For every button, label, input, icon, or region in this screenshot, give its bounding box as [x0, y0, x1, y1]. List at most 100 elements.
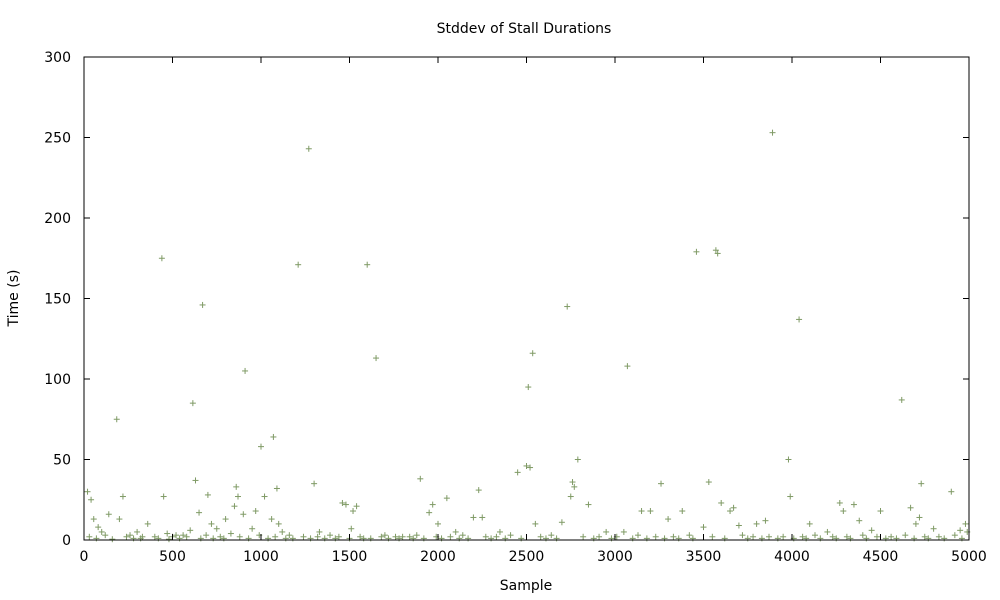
data-point — [580, 533, 587, 540]
data-point — [475, 487, 482, 494]
data-point — [314, 533, 321, 540]
data-point — [567, 493, 574, 500]
data-point — [357, 533, 364, 540]
data-point — [507, 532, 514, 539]
data-point — [951, 532, 958, 539]
data-point — [364, 261, 371, 268]
data-point — [353, 503, 360, 510]
data-point — [493, 533, 500, 540]
data-point — [558, 519, 565, 526]
data-point — [286, 532, 293, 539]
data-point — [113, 416, 120, 423]
data-point — [373, 355, 380, 362]
data-point — [750, 533, 757, 540]
data-point — [527, 464, 534, 471]
data-point — [127, 532, 134, 539]
data-point — [739, 532, 746, 539]
data-point — [709, 533, 716, 540]
data-point — [183, 533, 190, 540]
data-point — [957, 527, 964, 534]
data-point — [727, 508, 734, 515]
data-point — [217, 533, 224, 540]
data-point — [525, 384, 532, 391]
data-point — [712, 247, 719, 254]
data-point — [234, 493, 241, 500]
data-point — [935, 533, 942, 540]
data-point — [859, 532, 866, 539]
data-point — [88, 496, 95, 503]
x-tick-label: 4000 — [774, 549, 810, 565]
x-tick-label: 3000 — [597, 549, 633, 565]
data-point — [86, 533, 93, 540]
x-tick-label: 2000 — [420, 549, 456, 565]
data-point — [335, 533, 342, 540]
data-point — [898, 396, 905, 403]
data-point — [233, 483, 240, 490]
y-tick-label: 250 — [44, 131, 71, 147]
data-point — [479, 514, 486, 521]
data-point — [339, 499, 346, 506]
data-point — [227, 530, 234, 537]
data-point — [447, 533, 454, 540]
data-point — [236, 533, 243, 540]
data-point — [718, 499, 725, 506]
data-point — [279, 528, 286, 535]
data-point — [116, 516, 123, 523]
data-point — [392, 533, 399, 540]
data-point — [192, 477, 199, 484]
data-point — [261, 493, 268, 500]
data-point — [413, 532, 420, 539]
data-point — [151, 533, 158, 540]
data-point — [921, 533, 928, 540]
data-point — [189, 400, 196, 407]
data-point — [730, 504, 737, 511]
data-point — [877, 508, 884, 515]
data-point — [204, 491, 211, 498]
data-point — [514, 469, 521, 476]
y-tick-label: 150 — [44, 292, 71, 308]
data-point — [196, 509, 203, 516]
data-point — [119, 493, 126, 500]
data-point — [203, 532, 210, 539]
data-point — [452, 528, 459, 535]
x-tick-label: 3500 — [686, 549, 722, 565]
y-axis-label: Time (s) — [6, 270, 22, 328]
data-point — [144, 520, 151, 527]
data-point — [840, 508, 847, 515]
data-point — [836, 499, 843, 506]
data-point — [873, 533, 880, 540]
data-point — [753, 520, 760, 527]
data-point — [443, 495, 450, 502]
data-point — [652, 533, 659, 540]
data-point — [962, 520, 969, 527]
data-point — [635, 532, 642, 539]
data-point — [90, 516, 97, 523]
data-point — [426, 509, 433, 516]
data-point — [620, 528, 627, 535]
data-point — [856, 517, 863, 524]
data-point — [213, 525, 220, 532]
data-point — [164, 530, 171, 537]
data-point — [537, 533, 544, 540]
data-point — [270, 433, 277, 440]
data-point — [638, 508, 645, 515]
data-point — [532, 520, 539, 527]
data-point — [187, 527, 194, 534]
data-point — [350, 508, 357, 515]
data-point — [574, 456, 581, 463]
data-point — [529, 350, 536, 357]
data-point — [765, 533, 772, 540]
data-point — [406, 533, 413, 540]
data-point — [429, 501, 436, 508]
data-point — [258, 443, 264, 450]
data-point — [762, 517, 769, 524]
data-point — [670, 533, 677, 540]
data-point — [231, 503, 238, 510]
x-tick-label: 0 — [80, 549, 89, 565]
x-tick-label: 2500 — [509, 549, 545, 565]
x-tick-label: 4500 — [863, 549, 899, 565]
data-point — [796, 316, 803, 323]
data-point — [523, 462, 530, 469]
y-tick-label: 100 — [44, 372, 71, 388]
